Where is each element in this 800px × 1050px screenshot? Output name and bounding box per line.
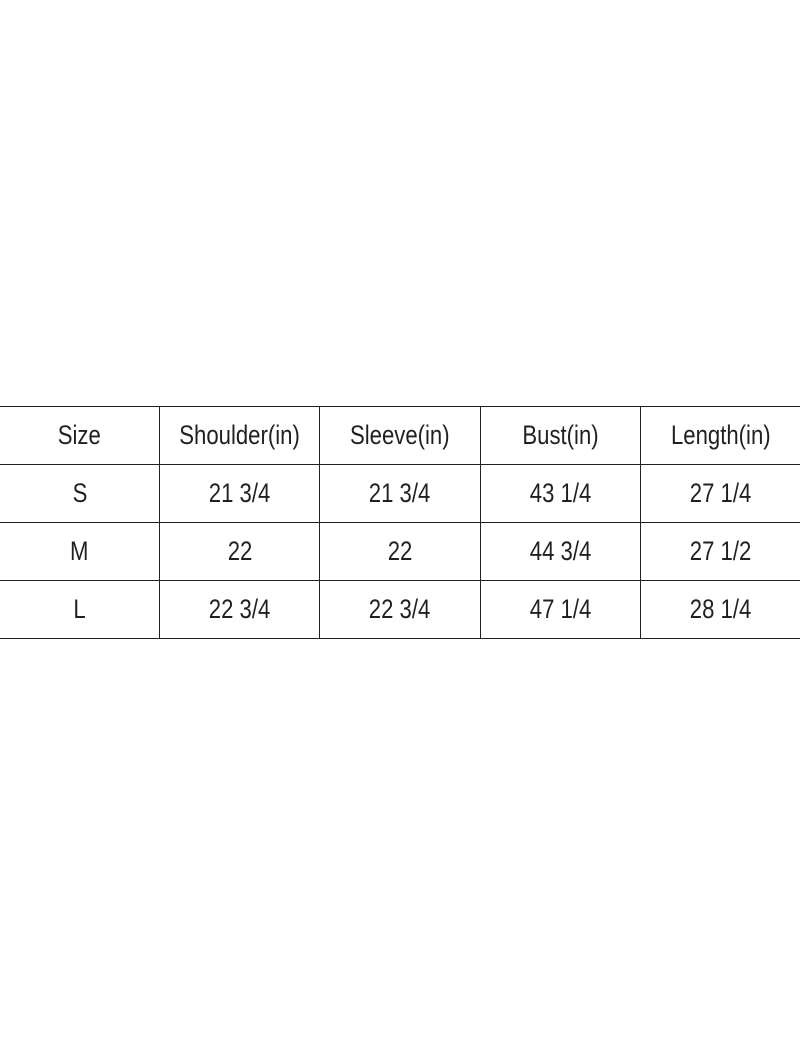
header-sleeve: Sleeve(in) (319, 406, 481, 465)
size-chart-table: Size Shoulder(in) Sleeve(in) Bust(in) Le… (0, 406, 800, 639)
header-row: Size Shoulder(in) Sleeve(in) Bust(in) Le… (0, 406, 800, 465)
cell-sleeve: 22 (319, 522, 481, 581)
cell-text: 47 1/4 (529, 594, 591, 624)
cell-text: S (72, 478, 87, 508)
header-label: Size (58, 420, 102, 450)
cell-text: 44 3/4 (529, 536, 591, 566)
header-shoulder: Shoulder(in) (159, 406, 321, 465)
header-bust: Bust(in) (479, 406, 641, 465)
cell-text: M (70, 536, 89, 566)
cell-bust: 47 1/4 (479, 580, 641, 639)
cell-length: 28 1/4 (639, 580, 800, 639)
cell-text: 27 1/2 (689, 536, 752, 566)
cell-size: M (0, 522, 161, 581)
header-label: Sleeve(in) (350, 420, 450, 450)
cell-bust: 43 1/4 (479, 464, 641, 523)
cell-text: L (73, 594, 86, 624)
cell-shoulder: 21 3/4 (159, 464, 321, 523)
cell-sleeve: 21 3/4 (319, 464, 481, 523)
cell-text: 22 3/4 (369, 594, 431, 624)
table-row: M 22 22 44 3/4 27 1/2 (0, 522, 800, 581)
cell-text: 22 3/4 (208, 594, 271, 624)
cell-size: S (0, 464, 161, 523)
cell-bust: 44 3/4 (479, 522, 641, 581)
cell-text: 22 (227, 536, 253, 566)
cell-text: 28 1/4 (689, 594, 752, 624)
cell-text: 22 (387, 536, 413, 566)
header-size: Size (0, 406, 161, 465)
header-label: Length(in) (670, 420, 771, 450)
cell-text: 21 3/4 (208, 478, 271, 508)
cell-length: 27 1/4 (639, 464, 800, 523)
cell-shoulder: 22 (159, 522, 321, 581)
table-row: L 22 3/4 22 3/4 47 1/4 28 1/4 (0, 580, 800, 639)
cell-length: 27 1/2 (639, 522, 800, 581)
cell-size: L (0, 580, 161, 639)
table-row: S 21 3/4 21 3/4 43 1/4 27 1/4 (0, 464, 800, 523)
cell-text: 21 3/4 (369, 478, 431, 508)
header-length: Length(in) (639, 406, 800, 465)
header-label: Bust(in) (522, 420, 599, 450)
header-label: Shoulder(in) (179, 420, 301, 450)
cell-shoulder: 22 3/4 (159, 580, 321, 639)
cell-sleeve: 22 3/4 (319, 580, 481, 639)
cell-text: 27 1/4 (689, 478, 752, 508)
cell-text: 43 1/4 (529, 478, 591, 508)
